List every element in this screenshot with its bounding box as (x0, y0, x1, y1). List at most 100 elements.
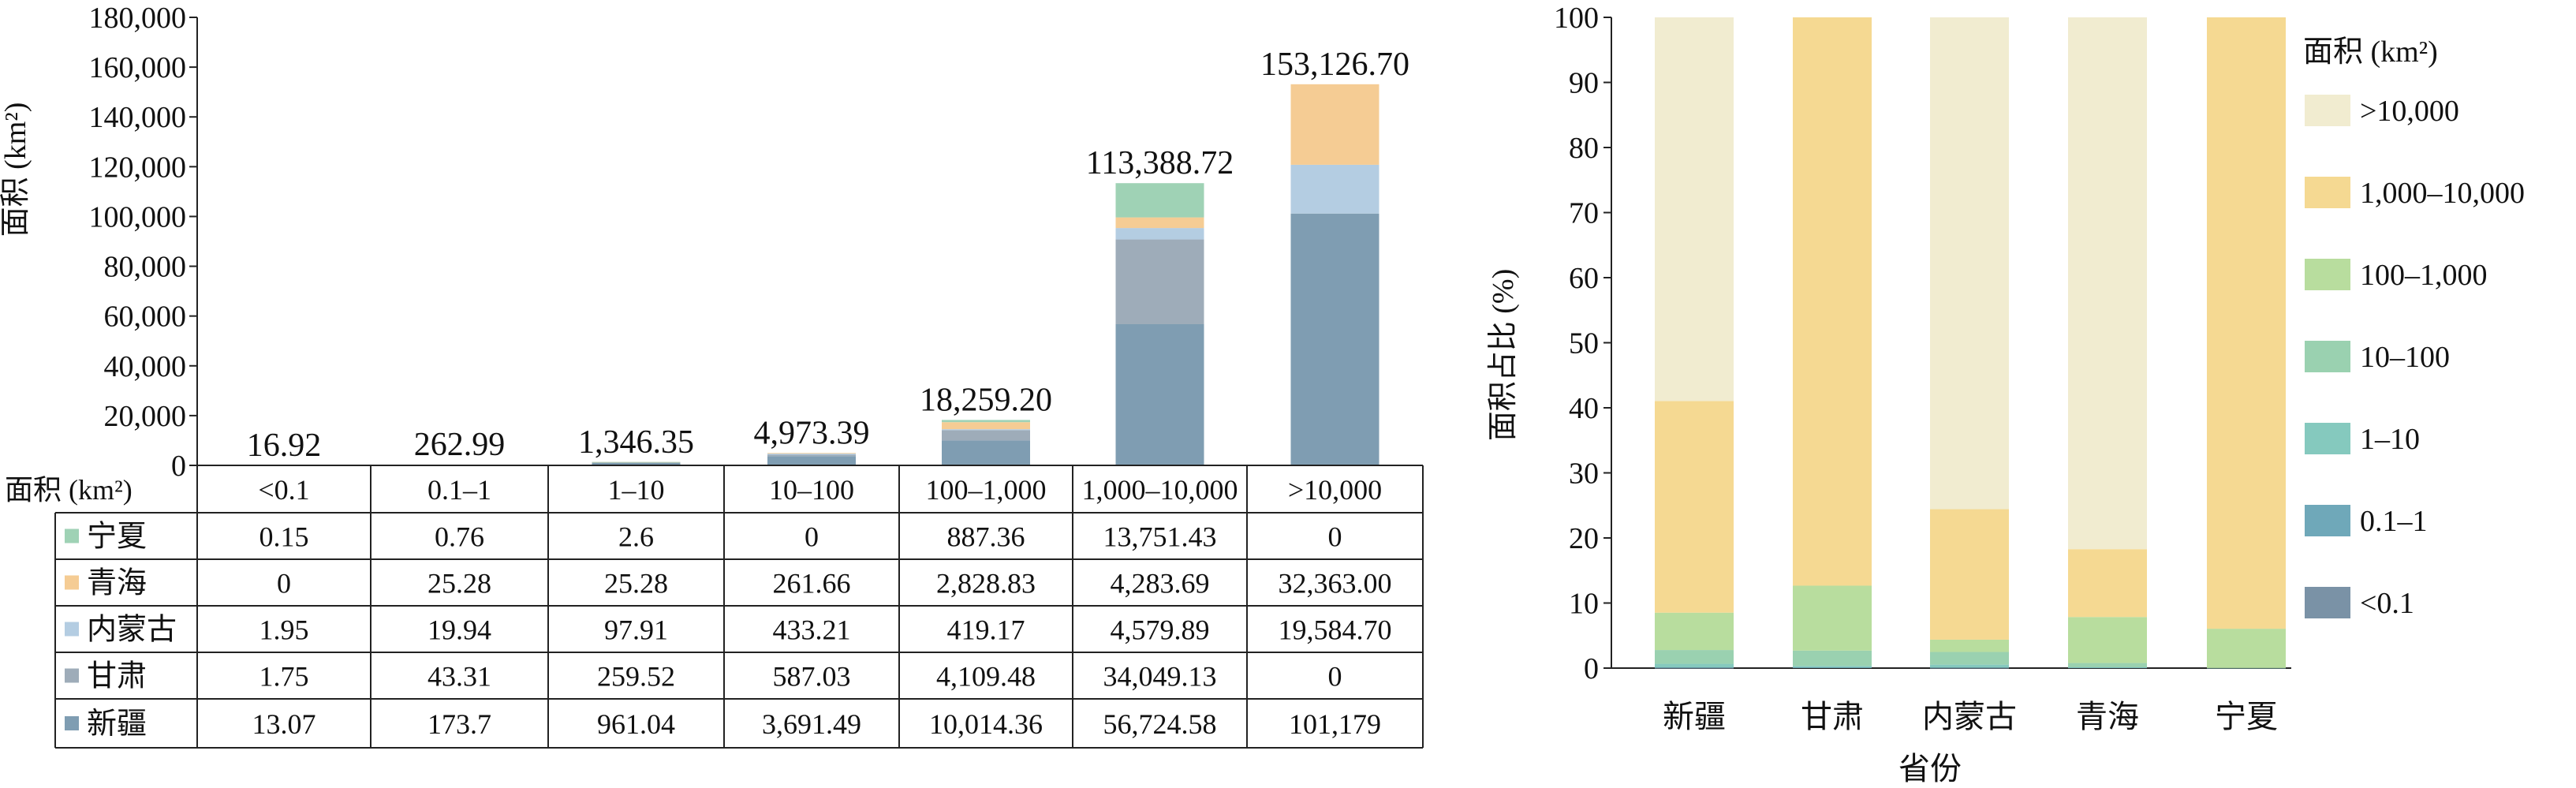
table-cell: 1.75 (259, 661, 309, 693)
table-row-label: 青海 (87, 567, 147, 600)
bar-segment-10–100-新疆 (1655, 650, 1734, 664)
table-cell: 19.94 (427, 614, 491, 646)
table-cell: 0 (805, 521, 819, 553)
table-category-header: 100–1,000 (926, 474, 1047, 506)
right-x-tick-label: 甘肃 (1801, 699, 1864, 734)
bar-segment-100–1,000-甘肃 (1793, 585, 1872, 651)
legend-swatch (2305, 259, 2350, 290)
bar-segment-10–100-内蒙古 (1930, 652, 2009, 665)
right-x-ticks: 新疆 甘肃 内蒙古 青海 宁夏 (1663, 699, 2278, 734)
left-y-tick-label: 140,000 (89, 101, 187, 134)
legend-label: 10–100 (2360, 341, 2450, 374)
bar-total-label: 1,346.35 (578, 424, 694, 461)
legend-label: 1–10 (2360, 423, 2420, 456)
right-x-tick-label: 青海 (2076, 699, 2139, 734)
table-cell: 101,179 (1289, 708, 1381, 740)
bar-segment-青海-100–1,000 (942, 422, 1030, 430)
bar-segment-1–10-甘肃 (1793, 666, 1872, 668)
table-cell: 261.66 (773, 568, 851, 599)
right-y-tick-label: 100 (1554, 2, 1599, 35)
bar-segment-青海-1,000–10,000 (1115, 217, 1204, 229)
table-header-label: 面积 (km²) (5, 474, 133, 506)
bar-segment-新疆-10–100 (767, 456, 856, 465)
bar-total-label: 113,388.72 (1086, 145, 1234, 181)
bar-segment-100–1,000-内蒙古 (1930, 639, 2009, 652)
table-row-label: 新疆 (87, 708, 147, 741)
bar-segment->10,000-青海 (2068, 17, 2147, 550)
bar-total-label: 153,126.70 (1260, 47, 1409, 83)
left-y-tick-label: 180,000 (89, 2, 187, 35)
table-category-header: 10–100 (769, 474, 854, 506)
table-cell: 34,049.13 (1103, 661, 1217, 693)
legend-swatch (2305, 505, 2350, 536)
right-y-tick-label: 30 (1569, 457, 1599, 491)
left-y-tick-label: 120,000 (89, 151, 187, 184)
left-y-tick-label: 100,000 (89, 200, 187, 233)
table-cell: 43.31 (427, 661, 491, 693)
table-row-label: 内蒙古 (87, 614, 177, 647)
bar-segment-内蒙古->10,000 (1290, 164, 1379, 214)
table-cell: 259.52 (597, 661, 675, 693)
table-legend-swatch (65, 716, 79, 730)
bar-segment-宁夏-1–10 (592, 461, 681, 463)
bar-segment-1,000–10,000-新疆 (1655, 401, 1734, 613)
right-x-axis-label: 省份 (1898, 751, 1962, 786)
legend-title: 面积 (km²) (2303, 35, 2438, 69)
right-x-tick-label: 宁夏 (2215, 699, 2278, 734)
table-cell: 1.95 (259, 614, 309, 646)
right-y-tick-label: 0 (1584, 652, 1599, 685)
bar-segment-新疆-1,000–10,000 (1115, 324, 1204, 465)
table-cell: 0.15 (259, 521, 309, 553)
right-y-axis-label: 面积占比 (%) (1487, 269, 1520, 441)
right-y-tick-label: 50 (1569, 327, 1599, 360)
bar-segment-1–10-内蒙古 (1930, 664, 2009, 668)
bar-segment-青海-10–100 (767, 453, 856, 454)
table-cell: 25.28 (427, 568, 491, 599)
bar-segment-甘肃-1,000–10,000 (1115, 239, 1204, 325)
left-y-tick-label: 40,000 (104, 350, 187, 383)
bar-segment-1–10-宁夏 (2207, 667, 2286, 669)
table-category-header: >10,000 (1288, 474, 1382, 506)
bar-segment-1,000–10,000-内蒙古 (1930, 509, 2009, 640)
table-legend-swatch (65, 668, 79, 683)
legend-swatch (2305, 95, 2350, 126)
table-category-header: 0.1–1 (427, 474, 491, 506)
right-y-tick-label: 20 (1569, 522, 1599, 555)
legend-swatch (2305, 341, 2350, 372)
left-bars (240, 84, 1379, 466)
bar-segment-内蒙古-100–1,000 (942, 429, 1030, 431)
left-y-tick-label: 60,000 (104, 301, 187, 334)
legend-swatch (2305, 423, 2350, 454)
right-y-tick-label: 90 (1569, 67, 1599, 100)
bar-segment-甘肃-10–100 (767, 454, 856, 457)
bar-segment-宁夏-1,000–10,000 (1115, 183, 1204, 218)
legend-label: >10,000 (2360, 95, 2459, 128)
legend-label: 1,000–10,000 (2360, 177, 2525, 210)
right-y-tick-label: 60 (1569, 262, 1599, 295)
bar-segment-<0.1-内蒙古 (1930, 667, 2009, 669)
right-y-tick-label: 80 (1569, 132, 1599, 165)
right-y-tick-label: 40 (1569, 392, 1599, 425)
table-cell: 4,109.48 (936, 661, 1036, 693)
bar-segment-新疆-100–1,000 (942, 440, 1030, 465)
bar-segment-青海->10,000 (1290, 84, 1379, 165)
bar-segment-1–10-青海 (2068, 667, 2147, 668)
bar-segment-0.1–1-内蒙古 (1930, 667, 2009, 668)
bar-segment->10,000-内蒙古 (1930, 17, 2009, 510)
bar-segment-0.1–1-甘肃 (1793, 667, 1872, 668)
legend-label: 0.1–1 (2360, 505, 2428, 538)
left-y-ticks: 0 20,000 40,000 60,000 80,000 100,000 120,000 1… (89, 2, 198, 483)
table-row-label: 甘肃 (87, 660, 147, 693)
right-y-tick-label: 10 (1569, 588, 1599, 621)
table-cell: 25.28 (604, 568, 668, 599)
table-legend-swatch (65, 528, 79, 543)
right-bars (1655, 17, 2286, 669)
bar-segment-1,000–10,000-甘肃 (1793, 17, 1872, 586)
bar-segment-<0.1-新疆 (1655, 667, 1734, 669)
table-cell: 56,724.58 (1103, 708, 1217, 740)
table-cell: 10,014.36 (929, 708, 1043, 740)
table-cell: 0 (1328, 521, 1342, 553)
right-x-tick-label: 新疆 (1663, 699, 1726, 734)
right-x-tick-label: 内蒙古 (1922, 699, 2017, 734)
